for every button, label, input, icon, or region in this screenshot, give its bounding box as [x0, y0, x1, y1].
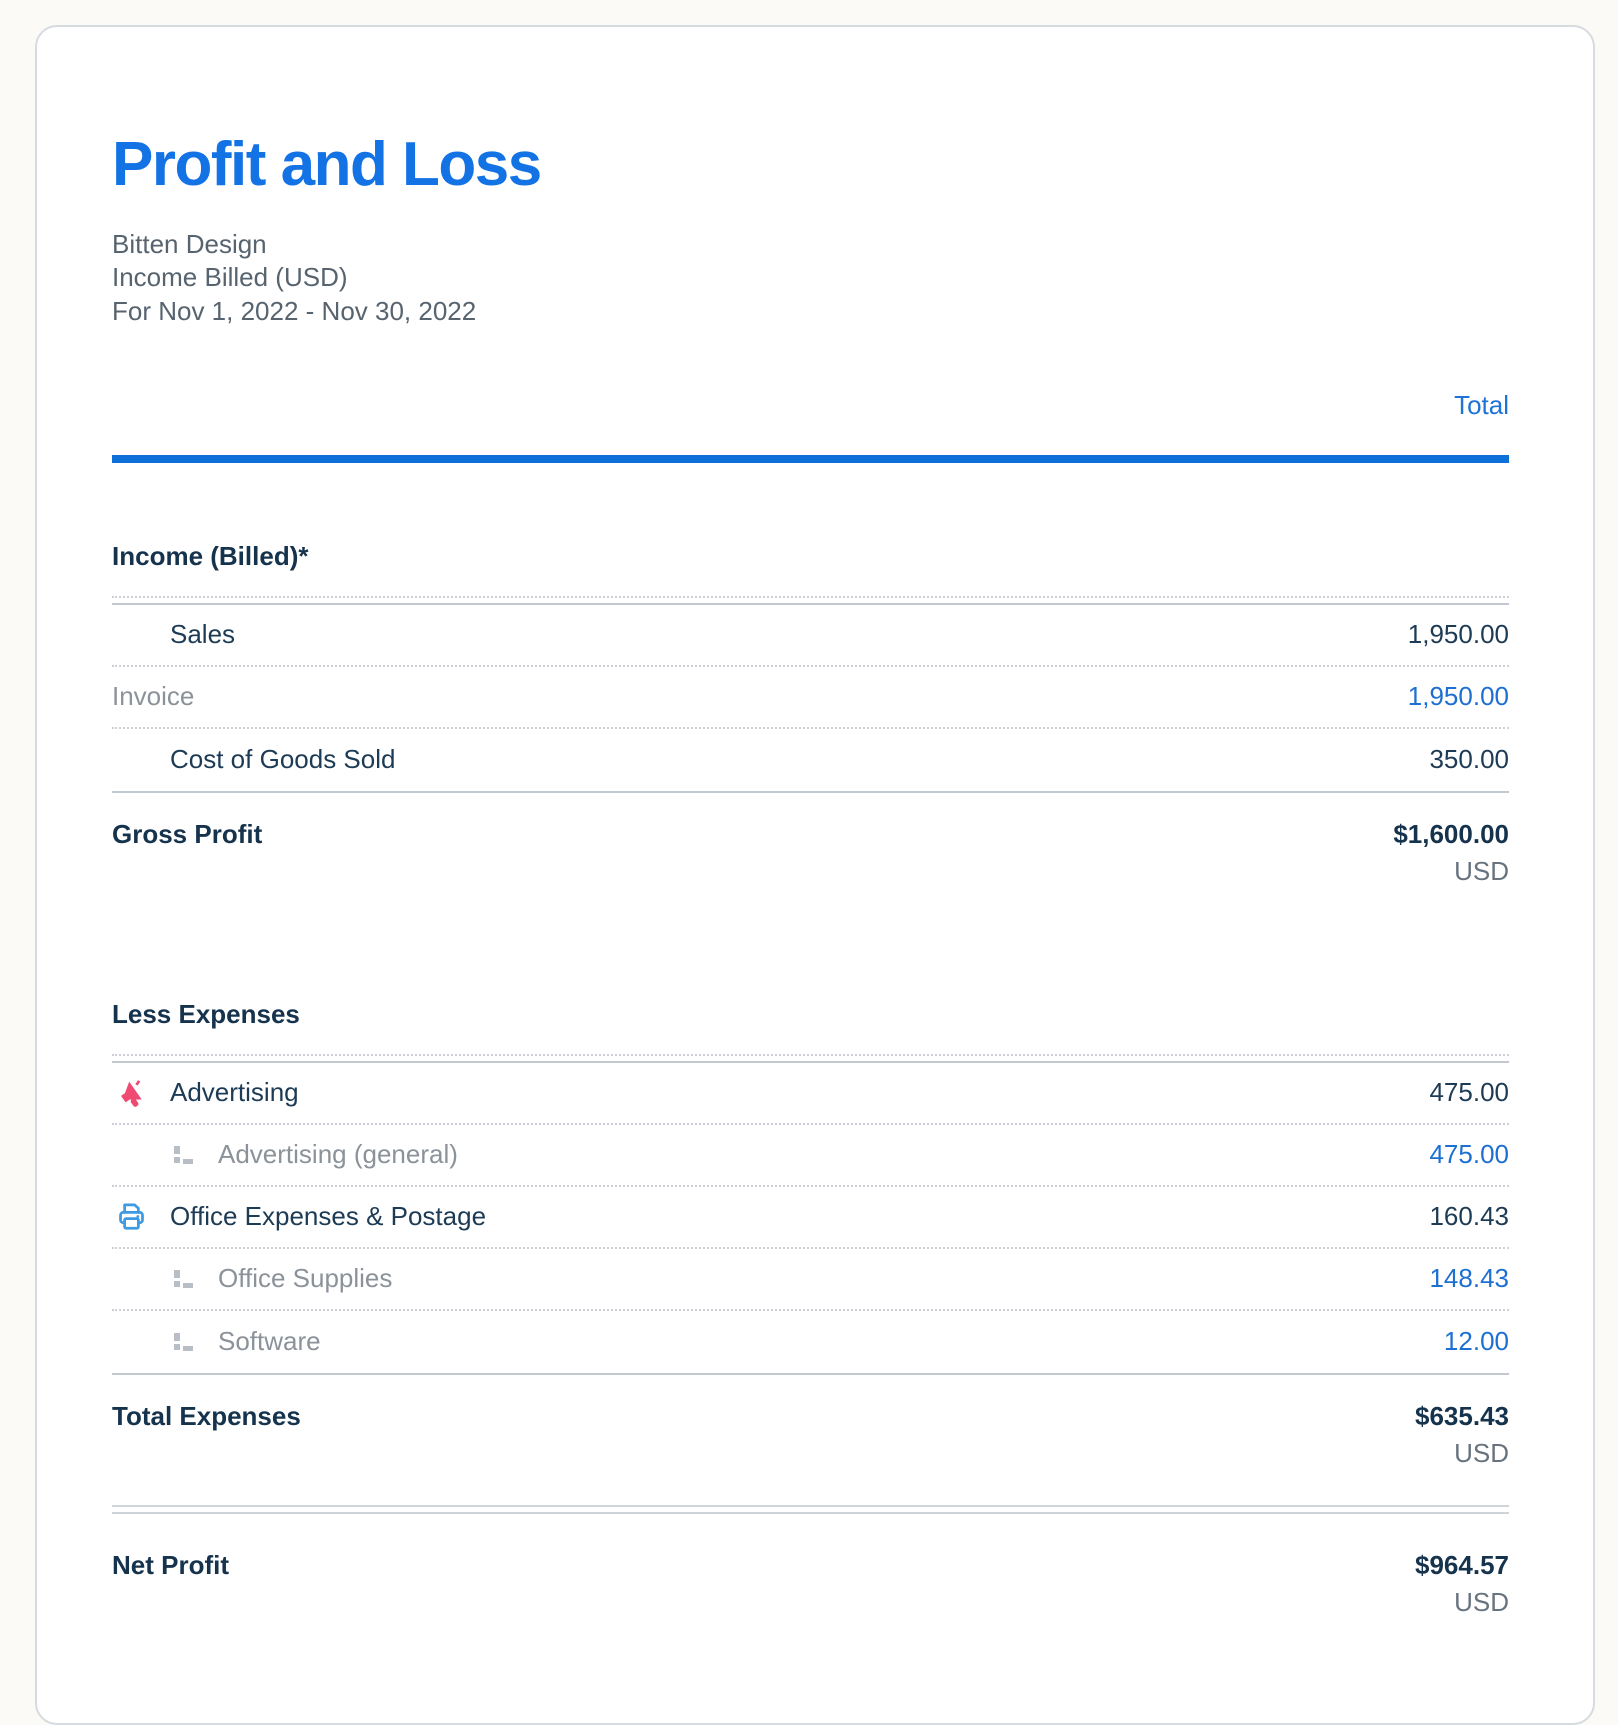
gross-profit-value: $1,600.00 [1393, 818, 1509, 849]
section-header-income: Income (Billed)* [112, 541, 1509, 598]
gross-profit-row: Gross Profit $1,600.00 USD [112, 793, 1509, 887]
amount-link[interactable]: 1,950.00 [1407, 681, 1509, 712]
page-title: Profit and Loss [112, 130, 542, 199]
expense-rows: Advertising 475.00 Advertising (general)… [112, 1060, 1509, 1375]
gross-profit-currency: USD [1454, 855, 1509, 886]
amount-link[interactable]: 148.43 [1429, 1263, 1509, 1294]
gross-profit-label: Gross Profit [112, 818, 263, 849]
row-label: Office Expenses & Postage [170, 1201, 487, 1232]
table-row-sales: Sales 1,950.00 [112, 605, 1509, 667]
table-row-invoice: Invoice 1,950.00 [112, 667, 1509, 729]
total-expenses-currency: USD [1454, 1437, 1509, 1468]
subcategory-icon [170, 1142, 218, 1168]
row-amount: 160.43 [1429, 1201, 1509, 1232]
double-rule [112, 1504, 1509, 1514]
column-header-total: Total [1454, 389, 1509, 420]
report-basis: Income Billed (USD) [112, 262, 348, 293]
table-row-advertising: Advertising 475.00 [112, 1063, 1509, 1125]
section-expenses: Less Expenses Advertising 475.00 [112, 999, 1509, 1469]
total-expenses-row: Total Expenses $635.43 USD [112, 1375, 1509, 1469]
company-name: Bitten Design [112, 229, 267, 259]
table-row-advertising-general: Advertising (general) 475.00 [112, 1125, 1509, 1187]
row-label: Software [218, 1326, 321, 1357]
income-rows: Sales 1,950.00 Invoice 1,950.00 Cost of … [112, 602, 1509, 793]
row-amount: 350.00 [1429, 744, 1509, 775]
net-profit-label: Net Profit [112, 1549, 229, 1580]
subcategory-icon [170, 1266, 218, 1292]
table-row-office-expenses: Office Expenses & Postage 160.43 [112, 1187, 1509, 1249]
section-header-expenses: Less Expenses [112, 999, 1509, 1056]
subcategory-icon [170, 1329, 218, 1355]
report-card: Profit and Loss Bitten Design Income Bil… [35, 25, 1595, 1725]
report-content: Profit and Loss Bitten Design Income Bil… [37, 27, 1593, 1618]
row-amount: 475.00 [1429, 1077, 1509, 1108]
megaphone-icon [112, 1076, 170, 1110]
row-label: Sales [170, 619, 236, 650]
report-meta: Bitten Design Income Billed (USD) For No… [112, 228, 1509, 328]
table-row-software: Software 12.00 [112, 1311, 1509, 1373]
table-row-cogs: Cost of Goods Sold 350.00 [112, 729, 1509, 791]
printer-icon [112, 1200, 170, 1233]
net-profit-value: $964.57 [1415, 1549, 1509, 1580]
total-expenses-value: $635.43 [1415, 1400, 1509, 1431]
net-profit-row: Net Profit $964.57 USD [112, 1514, 1509, 1618]
row-amount: 1,950.00 [1407, 619, 1509, 650]
table-row-office-supplies: Office Supplies 148.43 [112, 1249, 1509, 1311]
report-date-range: For Nov 1, 2022 - Nov 30, 2022 [112, 295, 477, 326]
net-profit-section: Net Profit $964.57 USD [112, 1514, 1509, 1618]
row-label: Office Supplies [218, 1263, 393, 1294]
net-profit-currency: USD [1454, 1586, 1509, 1617]
row-label: Cost of Goods Sold [170, 744, 396, 775]
header-rule [112, 454, 1509, 463]
amount-link[interactable]: 12.00 [1443, 1326, 1509, 1357]
total-expenses-label: Total Expenses [112, 1400, 301, 1431]
section-income: Income (Billed)* Sales 1,950.00 Invoice … [112, 541, 1509, 887]
row-label: Advertising (general) [218, 1139, 458, 1170]
row-label: Invoice [112, 681, 195, 712]
amount-link[interactable]: 475.00 [1429, 1139, 1509, 1170]
row-label: Advertising [170, 1077, 299, 1108]
